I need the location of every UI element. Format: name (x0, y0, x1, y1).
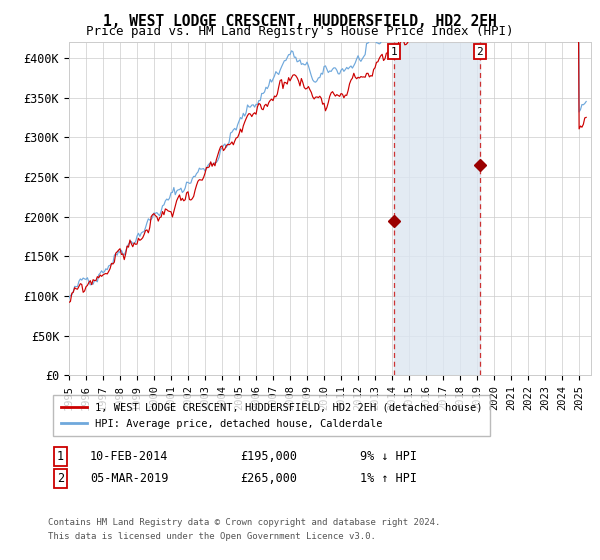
Text: 1: 1 (391, 46, 397, 57)
Text: 2: 2 (57, 472, 64, 486)
Text: 9% ↓ HPI: 9% ↓ HPI (360, 450, 417, 463)
Text: £265,000: £265,000 (240, 472, 297, 486)
Text: 1, WEST LODGE CRESCENT, HUDDERSFIELD, HD2 2EH: 1, WEST LODGE CRESCENT, HUDDERSFIELD, HD… (103, 14, 497, 29)
Text: 1: 1 (57, 450, 64, 463)
Text: 1% ↑ HPI: 1% ↑ HPI (360, 472, 417, 486)
Bar (394, 42, 480, 375)
Text: This data is licensed under the Open Government Licence v3.0.: This data is licensed under the Open Gov… (48, 532, 376, 541)
Text: 05-MAR-2019: 05-MAR-2019 (90, 472, 169, 486)
Text: Contains HM Land Registry data © Crown copyright and database right 2024.: Contains HM Land Registry data © Crown c… (48, 518, 440, 527)
Text: 2: 2 (476, 46, 484, 57)
Legend: 1, WEST LODGE CRESCENT, HUDDERSFIELD, HD2 2EH (detached house), HPI: Average pri: 1, WEST LODGE CRESCENT, HUDDERSFIELD, HD… (53, 395, 490, 436)
Text: £195,000: £195,000 (240, 450, 297, 463)
Text: Price paid vs. HM Land Registry's House Price Index (HPI): Price paid vs. HM Land Registry's House … (86, 25, 514, 38)
Text: 10-FEB-2014: 10-FEB-2014 (90, 450, 169, 463)
